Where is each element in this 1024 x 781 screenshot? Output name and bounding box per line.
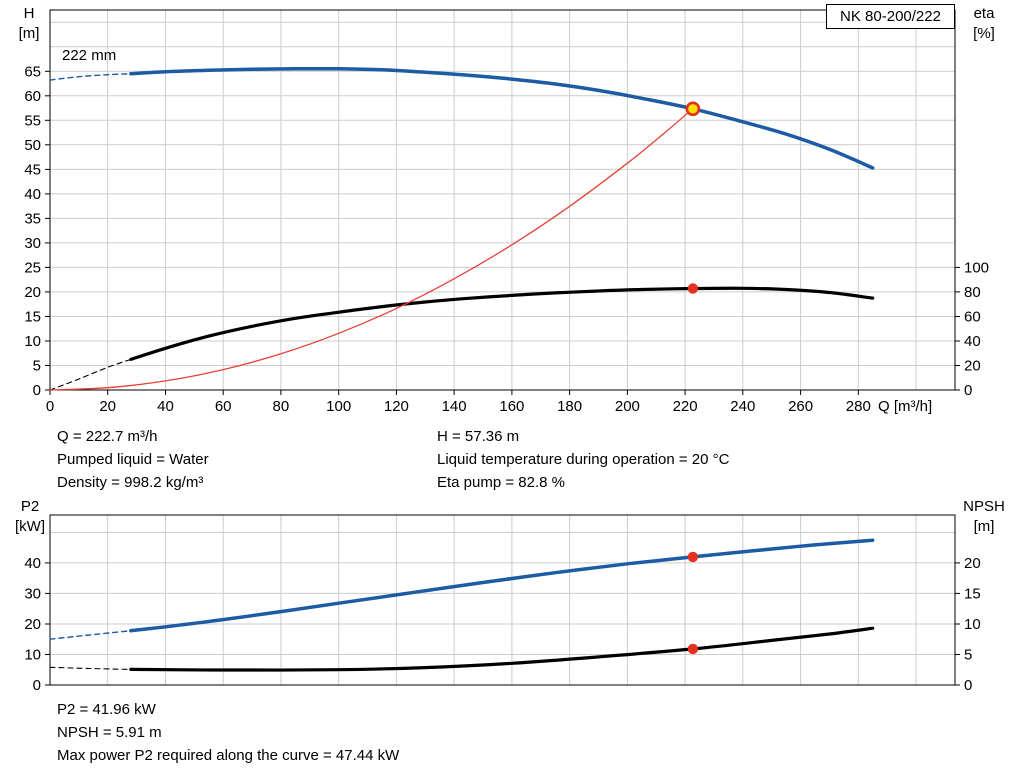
y-right-tick-label: 0 [964, 677, 972, 694]
x-tick-label: 120 [384, 398, 409, 415]
eta-axis-name: eta [973, 5, 995, 22]
max-power-value: Max power P2 required along the curve = … [57, 747, 400, 764]
x-tick-label: 260 [788, 398, 813, 415]
duty-point-marker [685, 101, 701, 117]
impeller-diameter-label: 222 mm [62, 47, 117, 64]
y-right-tick-label: 15 [964, 585, 981, 602]
p2-curve-extension [49, 630, 132, 640]
y-right-tick-label: 20 [964, 358, 981, 375]
npsh-value: NPSH = 5.91 m [57, 724, 162, 741]
y-right-tick-label: 80 [964, 284, 981, 301]
y-left-tick-label: 10 [24, 333, 41, 350]
npsh-curve-extension [49, 666, 132, 670]
p2-axis-title: P2 [kW] [8, 497, 52, 537]
y-left-tick-label: 20 [24, 616, 41, 633]
x-tick-label: 80 [273, 398, 290, 415]
p2-point-marker [687, 551, 699, 563]
x-tick-label: 220 [673, 398, 698, 415]
p2-curve [129, 538, 875, 633]
p2-npsh-chart: 0 10 20 30 40 0 5 10 15 20 [24, 514, 981, 694]
eta-curve [129, 286, 875, 361]
plot-border [49, 9, 956, 391]
y-right-tick-label: 20 [964, 555, 981, 572]
x-tick-label: 180 [557, 398, 582, 415]
y-left-tick-label: 35 [24, 210, 41, 227]
system-curve [49, 108, 694, 391]
p2-axis-name: P2 [20, 498, 40, 515]
y-left-tick-label: 0 [33, 382, 41, 399]
y-left-tick-label: 30 [24, 235, 41, 252]
liquid-temperature: Liquid temperature during operation = 20… [437, 451, 730, 468]
y-left-tick-label: 25 [24, 259, 41, 276]
x-tick-label: 100 [326, 398, 351, 415]
eta-pump-value: Eta pump = 82.8 % [437, 474, 565, 491]
hq-eta-chart: 0 5 10 15 20 25 30 35 40 45 50 55 60 65 0 20 40 60 80 100 0 2… [24, 9, 989, 415]
y-left-tick-label: 40 [24, 186, 41, 203]
p2-axis-unit: [kW] [15, 518, 45, 535]
npsh-axis-title: NPSH [m] [954, 497, 1014, 537]
y-right-tick-label: 10 [964, 616, 981, 633]
npsh-axis-name: NPSH [963, 498, 1005, 515]
y-left-tick-label: 45 [24, 161, 41, 178]
y-right-tick-label: 100 [964, 259, 989, 276]
x-tick-label: 60 [215, 398, 232, 415]
p2-value: P2 = 41.96 kW [57, 701, 156, 718]
operating-data-left-column: Q = 222.7 m³/h Pumped liquid = Water Den… [57, 425, 209, 494]
h-axis-unit: [m] [18, 25, 40, 42]
y-left-tick-label: 65 [24, 63, 41, 80]
y-right-tick-label: 5 [964, 647, 972, 664]
x-tick-label: 0 [46, 398, 54, 415]
x-tick-label: 240 [730, 398, 755, 415]
x-tick-label: 140 [442, 398, 467, 415]
y-left-tick-label: 40 [24, 555, 41, 572]
x-tick-label: 20 [99, 398, 116, 415]
y-left-tick-label: 30 [24, 585, 41, 602]
eta-curve-extension [49, 358, 132, 391]
x-axis-title: Q [m³/h] [878, 398, 933, 415]
pumped-liquid: Pumped liquid = Water [57, 451, 209, 468]
npsh-point-marker [687, 643, 699, 655]
y-right-tick-label: 0 [964, 382, 972, 399]
y-left-tick-label: 15 [24, 309, 41, 326]
npsh-curve [129, 626, 875, 672]
operating-data-right-column: H = 57.36 m Liquid temperature during op… [437, 425, 729, 494]
npsh-axis-unit: [m] [973, 518, 995, 535]
x-tick-label: 200 [615, 398, 640, 415]
y-right-tick-label: 40 [964, 333, 981, 350]
y-left-tick-label: 55 [24, 112, 41, 129]
y-left-axis-title: H [m] [8, 4, 50, 44]
y-left-tick-label: 60 [24, 88, 41, 105]
y-left-tick-label: 20 [24, 284, 41, 301]
y-left-tick-label: 50 [24, 137, 41, 154]
x-tick-label: 40 [157, 398, 174, 415]
x-tick-label: 160 [499, 398, 524, 415]
y-left-tick-label: 10 [24, 647, 41, 664]
eta-axis-unit: [%] [973, 25, 995, 42]
head-value: H = 57.36 m [437, 428, 520, 445]
pump-model-badge: NK 80-200/222 [826, 4, 955, 29]
y-left-tick-label: 0 [33, 677, 41, 694]
eta-point-marker [687, 283, 699, 294]
x-tick-label: 280 [846, 398, 871, 415]
h-axis-name: H [23, 5, 35, 22]
density-value: Density = 998.2 kg/m³ [57, 474, 204, 491]
y-right-tick-label: 60 [964, 309, 981, 326]
power-npsh-data: P2 = 41.96 kW NPSH = 5.91 m Max power P2… [57, 698, 399, 767]
plot-border [49, 514, 956, 686]
head-curve [129, 66, 875, 170]
flow-value: Q = 222.7 m³/h [57, 428, 158, 445]
y-left-tick-label: 5 [33, 358, 41, 375]
head-curve-extension [49, 73, 132, 81]
y-right-axis-title: eta [%] [960, 4, 1008, 44]
